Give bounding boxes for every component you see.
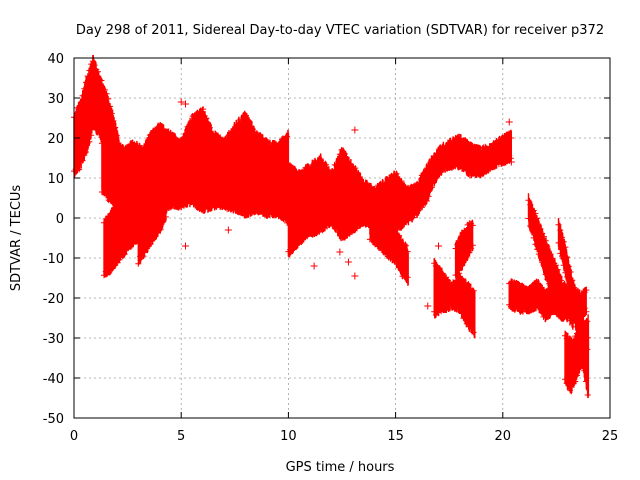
data-point <box>181 242 189 250</box>
data-point <box>224 226 232 234</box>
x-tick-label: 25 <box>602 429 619 444</box>
data-band <box>562 314 591 395</box>
x-axis-label: GPS time / hours <box>286 460 395 475</box>
y-tick-label: 20 <box>47 132 64 147</box>
y-tick-label: -30 <box>43 332 64 347</box>
data-band-markers <box>101 180 140 279</box>
data-band <box>403 129 514 226</box>
data-point <box>181 100 189 108</box>
data-series <box>71 55 591 399</box>
data-band-markers <box>135 174 169 267</box>
chart-title: Day 298 of 2011, Sidereal Day-to-day VTE… <box>76 23 604 38</box>
data-band-markers <box>431 260 477 336</box>
data-point <box>424 302 432 310</box>
y-tick-label: 30 <box>47 92 64 107</box>
data-band-markers <box>366 201 411 281</box>
data-band-markers <box>403 131 514 225</box>
data-point <box>351 272 359 280</box>
y-axis-label: SDTVAR / TECUs <box>9 185 24 292</box>
y-tick-label: 10 <box>47 172 64 187</box>
x-tick-label: 20 <box>495 429 512 444</box>
data-point <box>351 126 359 134</box>
data-point <box>336 248 344 256</box>
data-point <box>434 242 442 250</box>
data-band <box>452 219 476 280</box>
data-band-markers <box>98 106 291 235</box>
x-tick-label: 10 <box>280 429 297 444</box>
y-tick-label: -40 <box>43 372 64 387</box>
data-band <box>135 173 169 267</box>
y-tick-label: -20 <box>43 292 64 307</box>
data-point <box>310 262 318 270</box>
data-band-markers <box>562 318 591 394</box>
data-band <box>431 258 477 339</box>
y-tick-label: 0 <box>56 212 64 227</box>
y-tick-label: 40 <box>47 52 64 67</box>
data-band <box>101 180 140 279</box>
y-tick-label: -50 <box>43 412 64 427</box>
data-point <box>177 98 185 106</box>
data-band-markers <box>452 220 476 279</box>
y-tick-label: -10 <box>43 252 64 267</box>
axis-ticks: 0 5 10 15 20 25 -50 -40 -30 -20 -10 0 10 20 30 40 <box>43 52 619 444</box>
x-tick-label: 15 <box>387 429 404 444</box>
data-point <box>344 258 352 266</box>
data-point <box>505 118 513 126</box>
data-band <box>366 201 411 286</box>
data-point <box>507 158 515 166</box>
data-band <box>285 147 408 258</box>
plot-frame <box>73 57 611 419</box>
x-tick-label: 0 <box>70 429 78 444</box>
x-tick-label: 5 <box>177 429 185 444</box>
data-point <box>503 150 511 158</box>
data-band-fill <box>287 147 407 258</box>
